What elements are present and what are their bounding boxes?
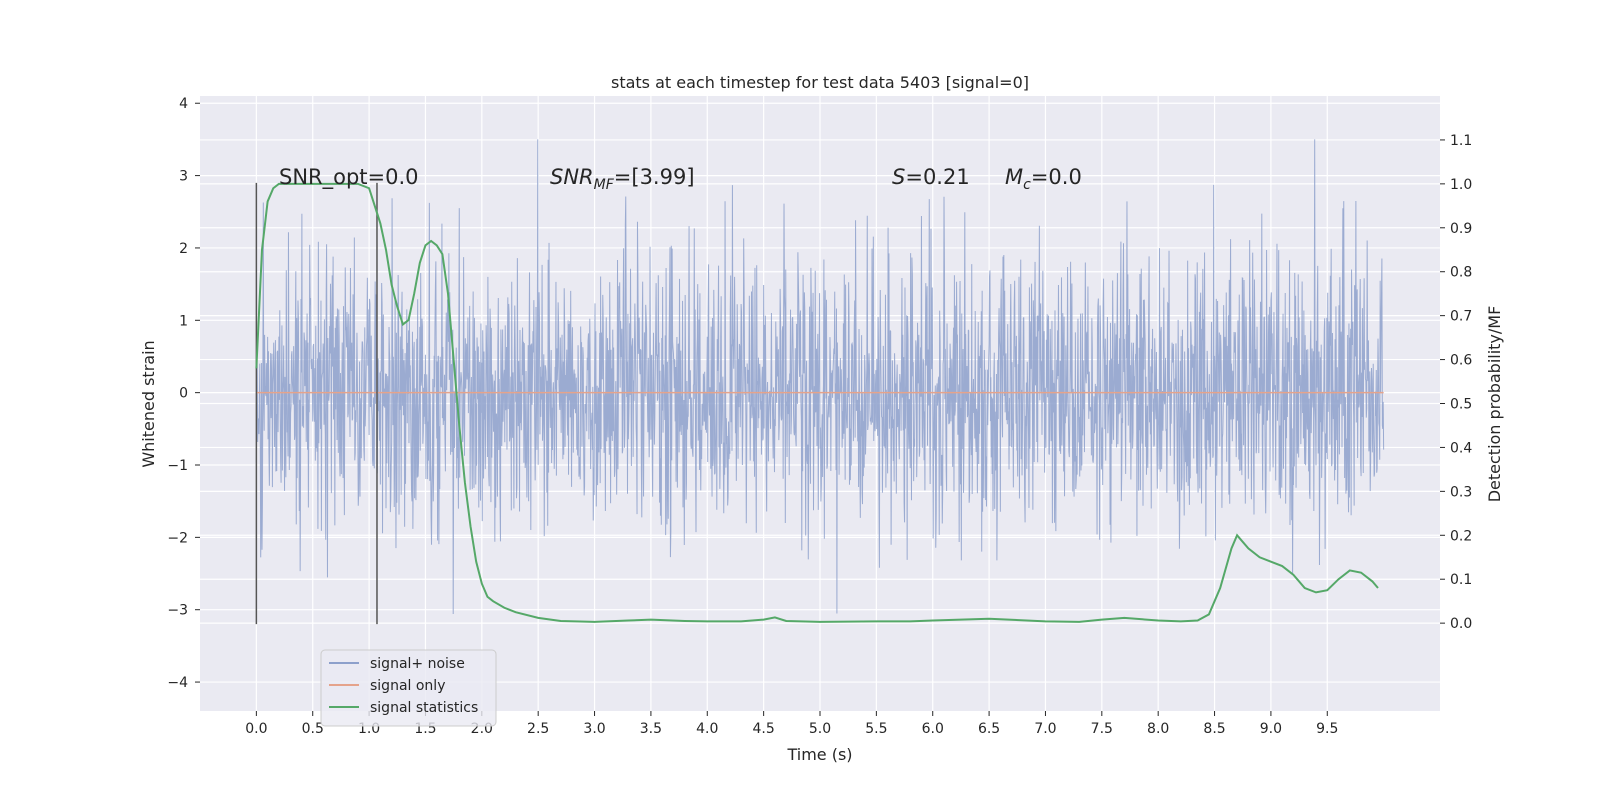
y-tick-label-left: 2: [179, 241, 188, 257]
x-tick-label: 3.5: [640, 721, 662, 737]
x-tick-label: 3.0: [583, 721, 605, 737]
x-tick-label: 9.0: [1260, 721, 1282, 737]
signal-statistics-line: [255, 182, 1379, 623]
y-tick-label-left: 4: [179, 96, 188, 112]
y-tick-label-right: 0.8: [1450, 265, 1472, 281]
x-tick-label: 6.0: [922, 721, 944, 737]
legend: signal+ noise signal only signal statist…: [320, 649, 497, 727]
annotation-s: S=0.21: [892, 165, 970, 189]
annotation-snr-opt: SNR_opt=0.0: [279, 165, 419, 190]
signal-noise-line: [255, 139, 1385, 615]
annotation-mc: Mc=0.0: [1005, 165, 1082, 193]
y-tick-label-right: 0.1: [1450, 572, 1472, 588]
x-tick-label: 5.5: [865, 721, 887, 737]
mc-sub: c: [1023, 177, 1031, 193]
legend-label-signal-statistics: signal statistics: [370, 700, 478, 716]
y-tick-label-right: 0.9: [1450, 221, 1472, 237]
y-axis-label-left: Whitened strain: [139, 340, 158, 467]
x-tick-label: 8.0: [1147, 721, 1169, 737]
x-tick-label: 7.0: [1034, 721, 1056, 737]
x-tick-label: 0.0: [245, 721, 267, 737]
ticks: 0.0 0.5 1.0 1.5 2.0 2.5 3.0 3.5 4.0 4.5 5.0 5.5 6.0 6…: [167, 96, 1472, 737]
legend-label-signal-noise: signal+ noise: [370, 656, 465, 672]
y-tick-label-left: −4: [167, 675, 188, 691]
x-tick-label: 9.5: [1316, 721, 1338, 737]
annotation-snr-mf: SNRMF=[3.99]: [550, 165, 695, 193]
y-axis-label-right: Detection probability/MF: [1485, 306, 1504, 503]
x-axis-label: Time (s): [786, 745, 852, 764]
chart-title: stats at each timestep for test data 540…: [611, 73, 1029, 92]
mc-main: M: [1005, 165, 1023, 189]
y-tick-label-right: 0.3: [1450, 484, 1472, 500]
y-tick-label-left: 3: [179, 169, 188, 185]
y-tick-label-right: 0.2: [1450, 528, 1472, 544]
x-tick-label: 0.5: [302, 721, 324, 737]
s-value: =0.21: [905, 165, 969, 189]
y-tick-label-right: 0.0: [1450, 616, 1472, 632]
signal-noise-series: [255, 139, 1385, 615]
x-tick-label: 7.5: [1091, 721, 1113, 737]
x-tick-label: 8.5: [1203, 721, 1225, 737]
x-tick-label: 5.0: [809, 721, 831, 737]
snr-mf-sub: MF: [594, 177, 615, 193]
s-symbol: S: [892, 165, 905, 189]
signal-statistics-series: [255, 182, 1379, 623]
x-tick-label: 4.0: [696, 721, 718, 737]
y-tick-label-left: 0: [179, 386, 188, 402]
snr-mf-value: =[3.99]: [614, 165, 695, 189]
y-tick-label-left: −2: [167, 530, 188, 546]
y-tick-label-right: 1.1: [1450, 133, 1472, 149]
x-tick-label: 2.5: [527, 721, 549, 737]
y-tick-label-left: −3: [167, 603, 188, 619]
legend-box: [320, 649, 497, 727]
snr-mf-main: SNR: [550, 165, 594, 189]
x-tick-label: 6.5: [978, 721, 1000, 737]
window-markers: [255, 182, 378, 625]
y-tick-label-right: 0.7: [1450, 309, 1472, 325]
y-tick-label-right: 0.4: [1450, 440, 1472, 456]
y-tick-label-left: 1: [179, 313, 188, 329]
y-tick-label-right: 0.5: [1450, 397, 1472, 413]
x-tick-label: 4.5: [753, 721, 775, 737]
legend-label-signal-only: signal only: [370, 678, 445, 694]
y-tick-label-right: 1.0: [1450, 177, 1472, 193]
mc-value: =0.0: [1031, 165, 1082, 189]
y-tick-label-left: −1: [167, 458, 188, 474]
y-tick-label-right: 0.6: [1450, 353, 1472, 369]
